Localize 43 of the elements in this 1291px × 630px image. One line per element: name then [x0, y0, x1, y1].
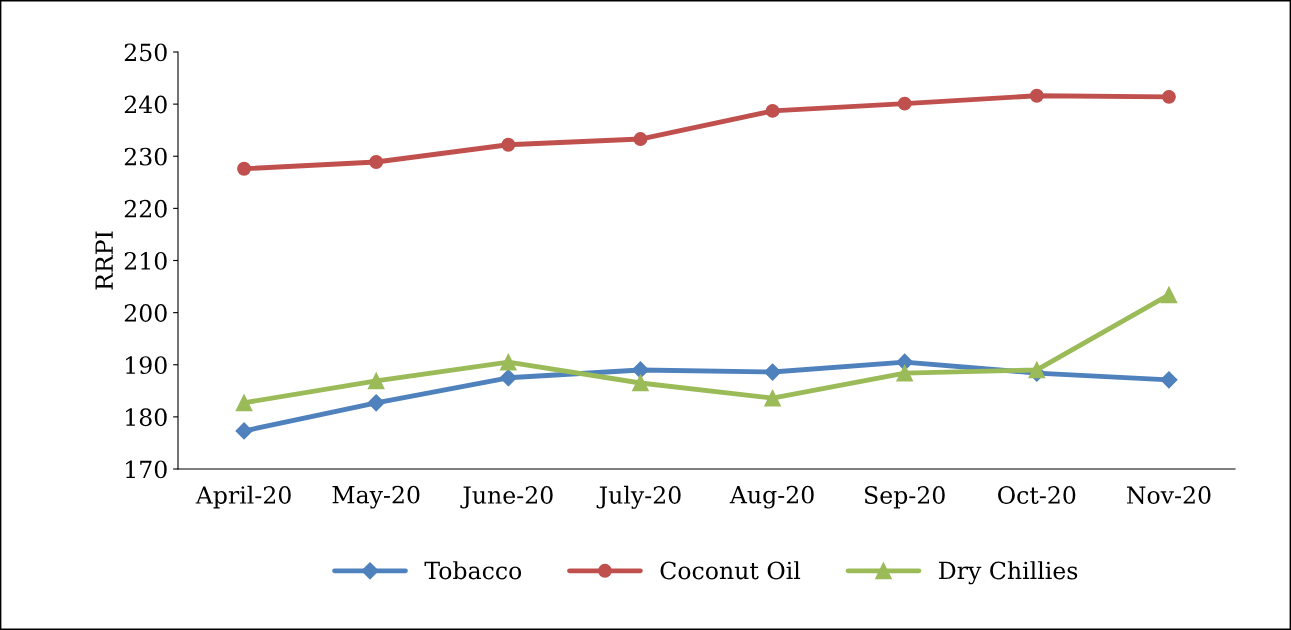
y-tick-label: 240: [124, 95, 167, 114]
point: [896, 364, 914, 382]
x-tick-label: May-20: [332, 485, 420, 509]
y-tick-label: 220: [124, 199, 167, 218]
y-axis-title: RRPI: [95, 231, 113, 290]
point: [501, 137, 516, 152]
point: [367, 394, 385, 412]
point: [764, 363, 782, 381]
point: [633, 132, 648, 146]
point: [1160, 286, 1178, 304]
y-tick-label: 180: [126, 408, 167, 427]
y-tick-label: 170: [126, 460, 167, 479]
legend-label: Tobacco: [424, 561, 522, 580]
point: [235, 422, 253, 440]
point: [631, 361, 649, 379]
x-tick-label: June-20: [460, 486, 553, 509]
x-tick-label: Oct-20: [998, 486, 1076, 504]
point: [1160, 371, 1178, 389]
x-tick-label: April-20: [195, 485, 291, 509]
point: [765, 103, 780, 118]
point: [896, 353, 914, 371]
y-tick-label: 250: [124, 43, 167, 62]
y-tick-label: 210: [124, 251, 167, 270]
point: [499, 369, 517, 387]
point: [369, 155, 384, 169]
point: [632, 374, 649, 392]
y-tick-label: 190: [126, 356, 167, 375]
y-tick-label: 230: [124, 147, 167, 166]
x-tick-label: July-20: [596, 485, 681, 509]
point: [499, 353, 517, 371]
legend-label: Dry Chillies: [939, 561, 1078, 585]
x-tick-label: Aug-20: [729, 485, 814, 509]
point: [237, 161, 252, 176]
point: [897, 96, 912, 111]
point: [764, 389, 781, 407]
y-tick-label: 200: [124, 304, 167, 322]
point: [367, 372, 385, 390]
point: [235, 394, 253, 412]
legend-label: Coconut Oil: [660, 561, 801, 580]
x-tick-label: Nov-20: [1126, 486, 1211, 504]
point: [1029, 88, 1044, 103]
x-tick-label: Sep-20: [865, 486, 945, 509]
point: [1161, 89, 1176, 104]
